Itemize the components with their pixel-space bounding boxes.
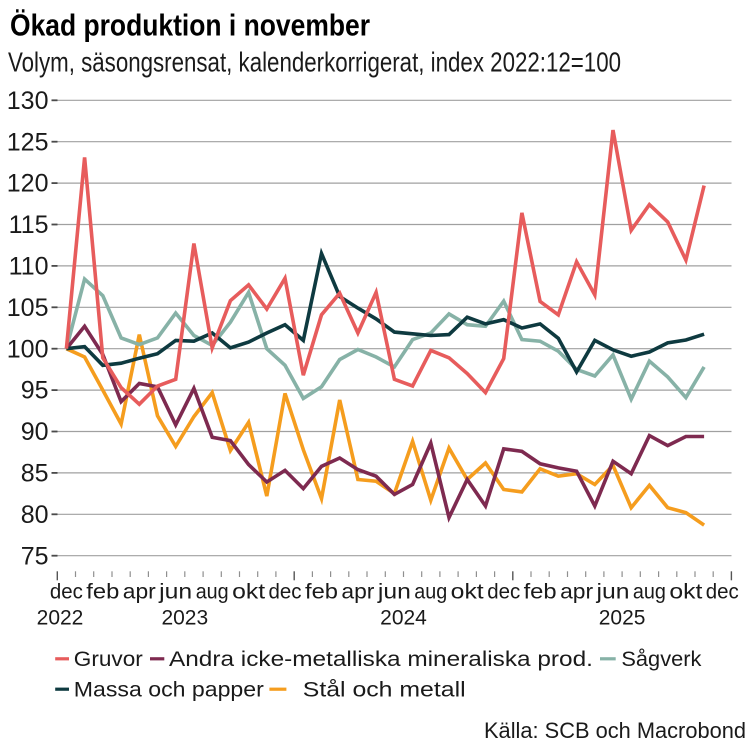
svg-text:2023: 2023 — [161, 607, 208, 630]
svg-text:feb: feb — [305, 580, 338, 603]
svg-text:Gruvor: Gruvor — [74, 648, 143, 671]
svg-text:dec: dec — [50, 580, 83, 603]
svg-text:dec: dec — [269, 580, 302, 603]
svg-text:Sågverk: Sågverk — [621, 648, 702, 671]
svg-text:apr: apr — [560, 580, 593, 603]
svg-text:Massa och papper: Massa och papper — [74, 678, 264, 701]
svg-text:Källa: SCB och Macrobond: Källa: SCB och Macrobond — [484, 718, 746, 743]
svg-text:120: 120 — [7, 170, 49, 198]
svg-text:feb: feb — [524, 580, 557, 603]
svg-text:apr: apr — [123, 580, 156, 603]
svg-text:Stål och metall: Stål och metall — [303, 678, 466, 701]
svg-text:Andra icke-metalliska minerali: Andra icke-metalliska mineraliska prod. — [169, 648, 593, 671]
svg-text:jun: jun — [595, 580, 629, 603]
svg-text:aug: aug — [633, 580, 666, 603]
svg-text:2022: 2022 — [37, 607, 84, 630]
svg-text:okt: okt — [451, 580, 484, 603]
svg-text:110: 110 — [9, 253, 49, 281]
svg-text:okt: okt — [669, 580, 702, 603]
svg-text:115: 115 — [9, 211, 49, 239]
svg-text:85: 85 — [21, 460, 49, 488]
svg-text:Volym, säsongsrensat, kalender: Volym, säsongsrensat, kalenderkorrigerat… — [8, 47, 621, 78]
svg-text:130: 130 — [7, 87, 49, 115]
svg-text:105: 105 — [7, 294, 49, 322]
svg-text:dec: dec — [487, 580, 520, 603]
svg-text:feb: feb — [86, 580, 119, 603]
svg-text:75: 75 — [21, 542, 49, 570]
svg-text:jun: jun — [377, 580, 411, 603]
svg-text:2024: 2024 — [380, 607, 427, 630]
svg-text:apr: apr — [341, 580, 374, 603]
svg-text:aug: aug — [196, 580, 229, 603]
svg-text:Ökad produktion i november: Ökad produktion i november — [10, 7, 370, 42]
svg-text:95: 95 — [21, 377, 49, 405]
svg-text:90: 90 — [21, 418, 49, 446]
svg-text:okt: okt — [232, 580, 265, 603]
svg-text:125: 125 — [7, 128, 49, 156]
svg-text:dec: dec — [706, 580, 739, 603]
svg-text:jun: jun — [158, 580, 192, 603]
svg-text:100: 100 — [7, 335, 49, 363]
svg-text:2025: 2025 — [599, 607, 646, 630]
svg-text:aug: aug — [414, 580, 447, 603]
svg-text:80: 80 — [21, 501, 49, 529]
